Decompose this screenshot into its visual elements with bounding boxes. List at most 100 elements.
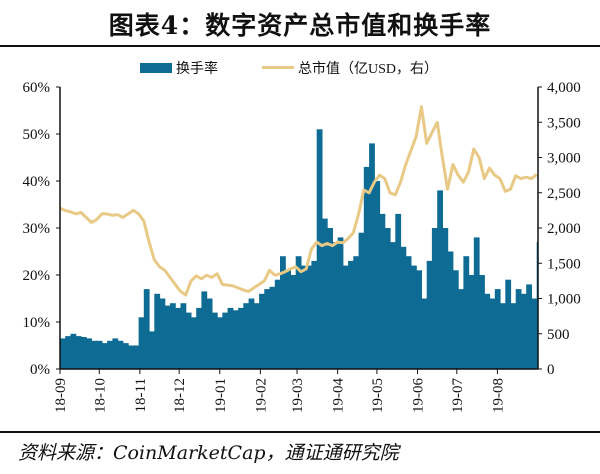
turnover-bar — [170, 303, 176, 369]
left-tick-label: 0% — [30, 362, 50, 378]
turnover-bar — [128, 345, 134, 369]
turnover-bar — [75, 336, 82, 369]
turnover-bar — [494, 289, 501, 369]
turnover-bar — [411, 265, 417, 369]
right-tick-label: 1,000 — [547, 292, 581, 308]
turnover-bar — [285, 270, 291, 369]
turnover-bar — [232, 310, 239, 370]
turnover-bar — [515, 289, 522, 369]
turnover-bar — [65, 336, 71, 369]
turnover-bar — [238, 307, 244, 369]
turnover-bar — [211, 312, 218, 369]
x-tick-label: 18-12 — [172, 378, 188, 413]
left-tick-label: 60% — [23, 80, 51, 96]
turnover-bar — [384, 228, 391, 369]
turnover-bar — [206, 298, 213, 369]
turnover-bar — [248, 298, 255, 369]
turnover-bar — [342, 265, 349, 369]
chart-title: 图表4：数字资产总市值和换手率 — [108, 11, 492, 40]
x-tick-label: 18-11 — [133, 378, 149, 412]
turnover-bar — [60, 338, 66, 369]
x-tick-label: 19-08 — [490, 378, 506, 413]
turnover-bar — [264, 289, 271, 369]
turnover-bar — [500, 303, 506, 369]
turnover-bar — [290, 275, 297, 369]
turnover-bar — [358, 232, 365, 369]
turnover-bar — [122, 343, 129, 369]
turnover-bar — [159, 298, 166, 369]
turnover-bar — [201, 291, 208, 369]
left-tick-label: 40% — [23, 174, 51, 190]
turnover-bar — [348, 260, 354, 369]
legend-swatch-turnover — [140, 63, 172, 73]
turnover-bar — [505, 279, 512, 369]
turnover-bar — [353, 256, 360, 369]
turnover-bar — [133, 345, 140, 369]
turnover-bar — [531, 298, 538, 369]
turnover-bar — [421, 298, 428, 369]
right-tick-label: 4,000 — [547, 80, 581, 96]
x-tick-label: 19-01 — [213, 378, 229, 413]
turnover-bar — [107, 340, 113, 369]
turnover-bar — [311, 260, 318, 369]
turnover-bars — [60, 129, 538, 370]
legend-label-turnover: 换手率 — [176, 60, 218, 77]
turnover-bar — [191, 317, 197, 369]
top-divider — [0, 45, 600, 47]
turnover-bar — [269, 286, 276, 370]
turnover-bar — [437, 190, 443, 369]
turnover-bar — [390, 242, 396, 369]
turnover-bar — [117, 340, 124, 369]
bottom-divider — [0, 431, 600, 433]
x-tick-label: 19-04 — [331, 378, 347, 413]
turnover-bar — [86, 338, 92, 369]
turnover-bar — [164, 305, 171, 369]
turnover-bar — [458, 289, 464, 369]
left-tick-label: 10% — [23, 315, 51, 331]
turnover-bar — [101, 343, 108, 369]
turnover-bar — [112, 338, 119, 369]
turnover-bar — [306, 265, 312, 369]
turnover-bar — [154, 293, 161, 369]
turnover-bar — [400, 246, 407, 369]
turnover-bar — [143, 289, 150, 369]
turnover-bar — [316, 129, 323, 369]
turnover-bar — [259, 293, 265, 369]
turnover-bar — [70, 333, 77, 370]
turnover-bar — [447, 251, 454, 369]
turnover-bar — [295, 256, 302, 369]
right-tick-label: 1,500 — [547, 256, 581, 272]
legend-label-market-cap: 总市值（亿USD，右） — [298, 60, 438, 77]
turnover-bar — [431, 228, 438, 369]
right-tick-label: 2,500 — [547, 186, 581, 202]
turnover-bar — [196, 307, 202, 369]
turnover-bar — [222, 312, 229, 369]
turnover-bar — [374, 181, 381, 369]
turnover-bar — [227, 307, 234, 369]
turnover-bar — [253, 303, 260, 369]
right-tick-label: 3,500 — [547, 115, 581, 131]
turnover-bar — [180, 303, 187, 369]
turnover-bar — [301, 265, 307, 369]
right-tick-label: 3,000 — [547, 151, 581, 167]
turnover-bar — [363, 166, 370, 369]
turnover-bar — [426, 260, 433, 369]
axes: 0% 10% 20% 30% 40% 50% 60% 0 500 1,000 1,500 2,000 2… — [23, 80, 581, 413]
turnover-bar — [369, 143, 375, 369]
turnover-bar — [96, 340, 103, 369]
source-note: 资料来源：CoinMarketCap，通证通研究院 — [18, 442, 399, 464]
turnover-bar — [280, 256, 286, 369]
x-tick-label: 19-02 — [253, 378, 269, 413]
turnover-bar — [81, 337, 87, 369]
turnover-bar — [175, 307, 181, 369]
x-tick-label: 19-06 — [411, 378, 427, 413]
market-cap-line — [59, 105, 538, 297]
turnover-bar — [91, 340, 98, 369]
turnover-bar — [484, 293, 491, 369]
turnover-bar — [489, 298, 496, 369]
x-tick-label: 18-09 — [53, 378, 69, 413]
left-tick-label: 30% — [23, 221, 51, 237]
turnover-bar — [452, 270, 459, 369]
turnover-bar — [463, 256, 470, 369]
